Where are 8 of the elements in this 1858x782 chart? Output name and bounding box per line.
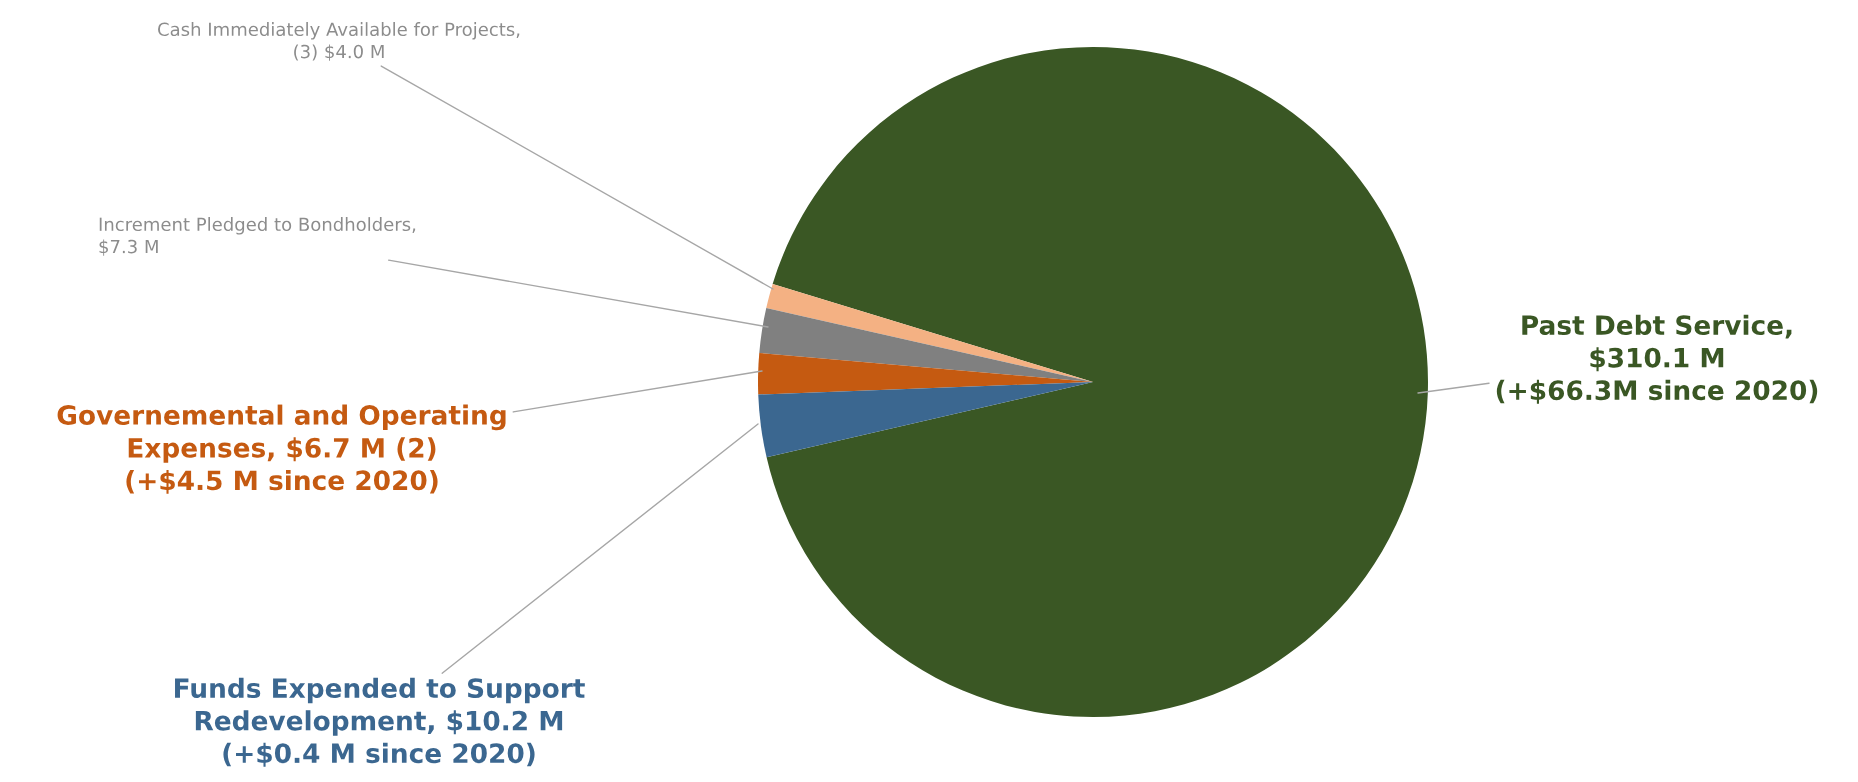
slice-label: Governemental and Operating Expenses, $6.7 M (2) (+$4.5 M since 2020) [57, 404, 506, 494]
slice-label: Increment Pledged to Bondholders, $7.3 M [99, 217, 416, 256]
slice-label: Cash Immediately Available for Projects, (3) $4.0 M [158, 22, 520, 61]
pie-slice [759, 308, 1093, 382]
slice-label: Past Debt Service, $310.1 M (+$66.3M since 2020) [1496, 314, 1818, 404]
pie-slice [766, 47, 1428, 717]
slice-label: Funds Expended to Support Redevelopment, $10.2 M (+$0.4 M since 2020) [175, 677, 585, 767]
pie-slice [758, 382, 1093, 458]
